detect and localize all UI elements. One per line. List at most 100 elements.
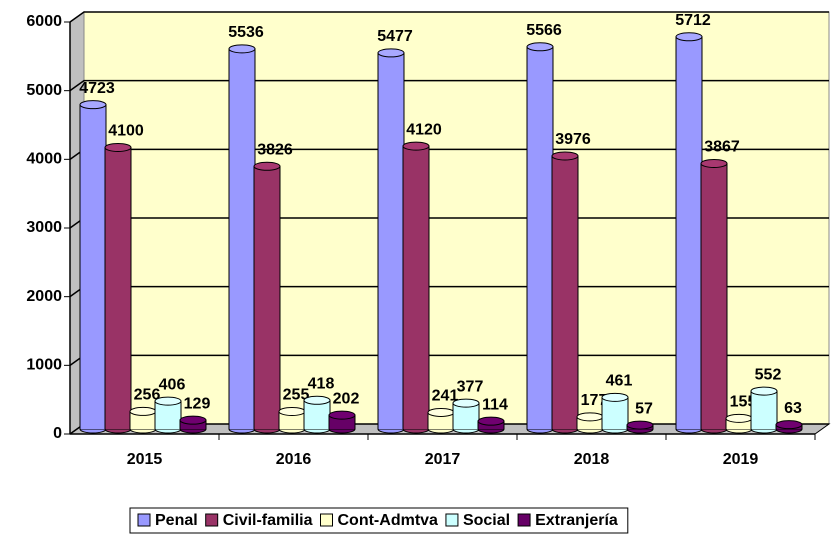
data-label: 177 <box>581 392 608 409</box>
cylinder-fill <box>229 48 255 430</box>
legend-label: Penal <box>155 512 198 529</box>
cylinder-top <box>725 413 753 423</box>
legend: Penal Civil-familia Cont-Admtva Social Extra… <box>129 507 629 534</box>
cylinder <box>228 44 256 434</box>
y-tick-label: 5000 <box>26 82 62 99</box>
cylinder <box>129 406 157 434</box>
data-label: 3976 <box>555 131 591 148</box>
cylinder <box>79 100 107 434</box>
data-label: 155 <box>730 394 757 411</box>
cylinder-top <box>79 100 107 110</box>
cylinder-fill <box>527 46 553 430</box>
cylinder-top <box>179 415 207 425</box>
cylinder-fill <box>279 411 305 429</box>
cylinder-top <box>427 407 455 417</box>
cylinder <box>775 420 803 434</box>
y-tick-label: 1000 <box>26 357 62 374</box>
cylinder-top <box>278 406 306 416</box>
cylinder-fill <box>676 36 702 429</box>
cylinder-fill <box>155 401 181 429</box>
legend-label: Civil-familia <box>223 512 313 529</box>
data-label: 4100 <box>108 123 144 140</box>
x-tick-label: 2016 <box>276 451 312 468</box>
cylinder-top <box>576 412 604 422</box>
data-label: 63 <box>784 400 802 417</box>
y-tick-label: 4000 <box>26 151 62 168</box>
data-label: 406 <box>159 376 186 393</box>
legend-swatch <box>137 513 151 527</box>
cylinder <box>154 396 182 434</box>
cylinder-fill <box>105 147 131 429</box>
y-tick-label: 2000 <box>26 288 62 305</box>
cylinder-fill <box>254 166 280 430</box>
cylinder <box>477 416 505 434</box>
cylinder-top <box>253 161 281 171</box>
cylinder-fill <box>751 391 777 429</box>
cylinder <box>750 386 778 434</box>
cylinder-top <box>700 158 728 168</box>
data-label: 57 <box>635 400 653 417</box>
cylinder-top <box>154 396 182 406</box>
data-label: 4723 <box>79 80 115 97</box>
data-label: 256 <box>134 387 161 404</box>
data-label: 202 <box>333 390 360 407</box>
data-label: 129 <box>184 395 211 412</box>
cylinder-fill <box>378 52 404 430</box>
data-label: 377 <box>457 378 484 395</box>
x-tick-label: 2019 <box>723 451 759 468</box>
cylinder <box>303 395 331 434</box>
grid-line <box>69 11 829 23</box>
cylinder-top <box>551 151 579 161</box>
cylinder <box>551 151 579 434</box>
cylinder <box>576 412 604 434</box>
cylinder <box>104 142 132 434</box>
data-label: 5536 <box>228 24 264 41</box>
cylinder-top <box>775 420 803 430</box>
data-label: 4120 <box>406 121 442 138</box>
cylinder-top <box>104 142 132 152</box>
data-label: 3826 <box>257 142 293 159</box>
x-tick-label: 2015 <box>127 451 163 468</box>
cylinder <box>700 158 728 434</box>
data-label: 255 <box>283 387 310 404</box>
x-tick-label: 2017 <box>425 451 461 468</box>
legend-swatch <box>445 513 459 527</box>
cylinder <box>179 415 207 434</box>
cylinder <box>601 392 629 434</box>
data-label: 5712 <box>675 12 711 29</box>
cylinder-fill <box>304 400 330 429</box>
cylinder <box>328 410 356 434</box>
y-tick-label: 0 <box>53 425 62 442</box>
cylinder-fill <box>428 412 454 429</box>
cylinder <box>675 32 703 434</box>
legend-swatch <box>320 513 333 527</box>
legend-swatch <box>205 513 219 527</box>
legend-label: Extranjería <box>535 512 618 529</box>
data-label: 461 <box>606 373 633 390</box>
cylinder-top <box>626 420 654 430</box>
data-label: 3867 <box>704 139 740 156</box>
cylinder-top <box>452 398 480 408</box>
cylinder <box>427 407 455 434</box>
cylinder <box>253 161 281 434</box>
cylinder-top <box>228 44 256 54</box>
data-label: 241 <box>432 388 459 405</box>
cylinder-fill <box>403 146 429 430</box>
cylinder-fill <box>552 155 578 430</box>
legend-swatch <box>517 513 531 527</box>
data-label: 552 <box>755 366 782 383</box>
cylinder-fill <box>701 163 727 429</box>
cylinder-top <box>328 410 356 420</box>
cylinder-top <box>601 392 629 402</box>
cylinder <box>526 42 554 434</box>
cylinder-top <box>750 386 778 396</box>
cylinder-top <box>402 141 430 151</box>
cylinder-top <box>477 416 505 426</box>
legend-label: Social <box>463 512 510 529</box>
cylinder-fill <box>130 411 156 429</box>
cylinder <box>377 48 405 434</box>
cylinder-top <box>377 48 405 58</box>
data-label: 114 <box>482 396 508 413</box>
x-tick-label: 2018 <box>574 451 610 468</box>
